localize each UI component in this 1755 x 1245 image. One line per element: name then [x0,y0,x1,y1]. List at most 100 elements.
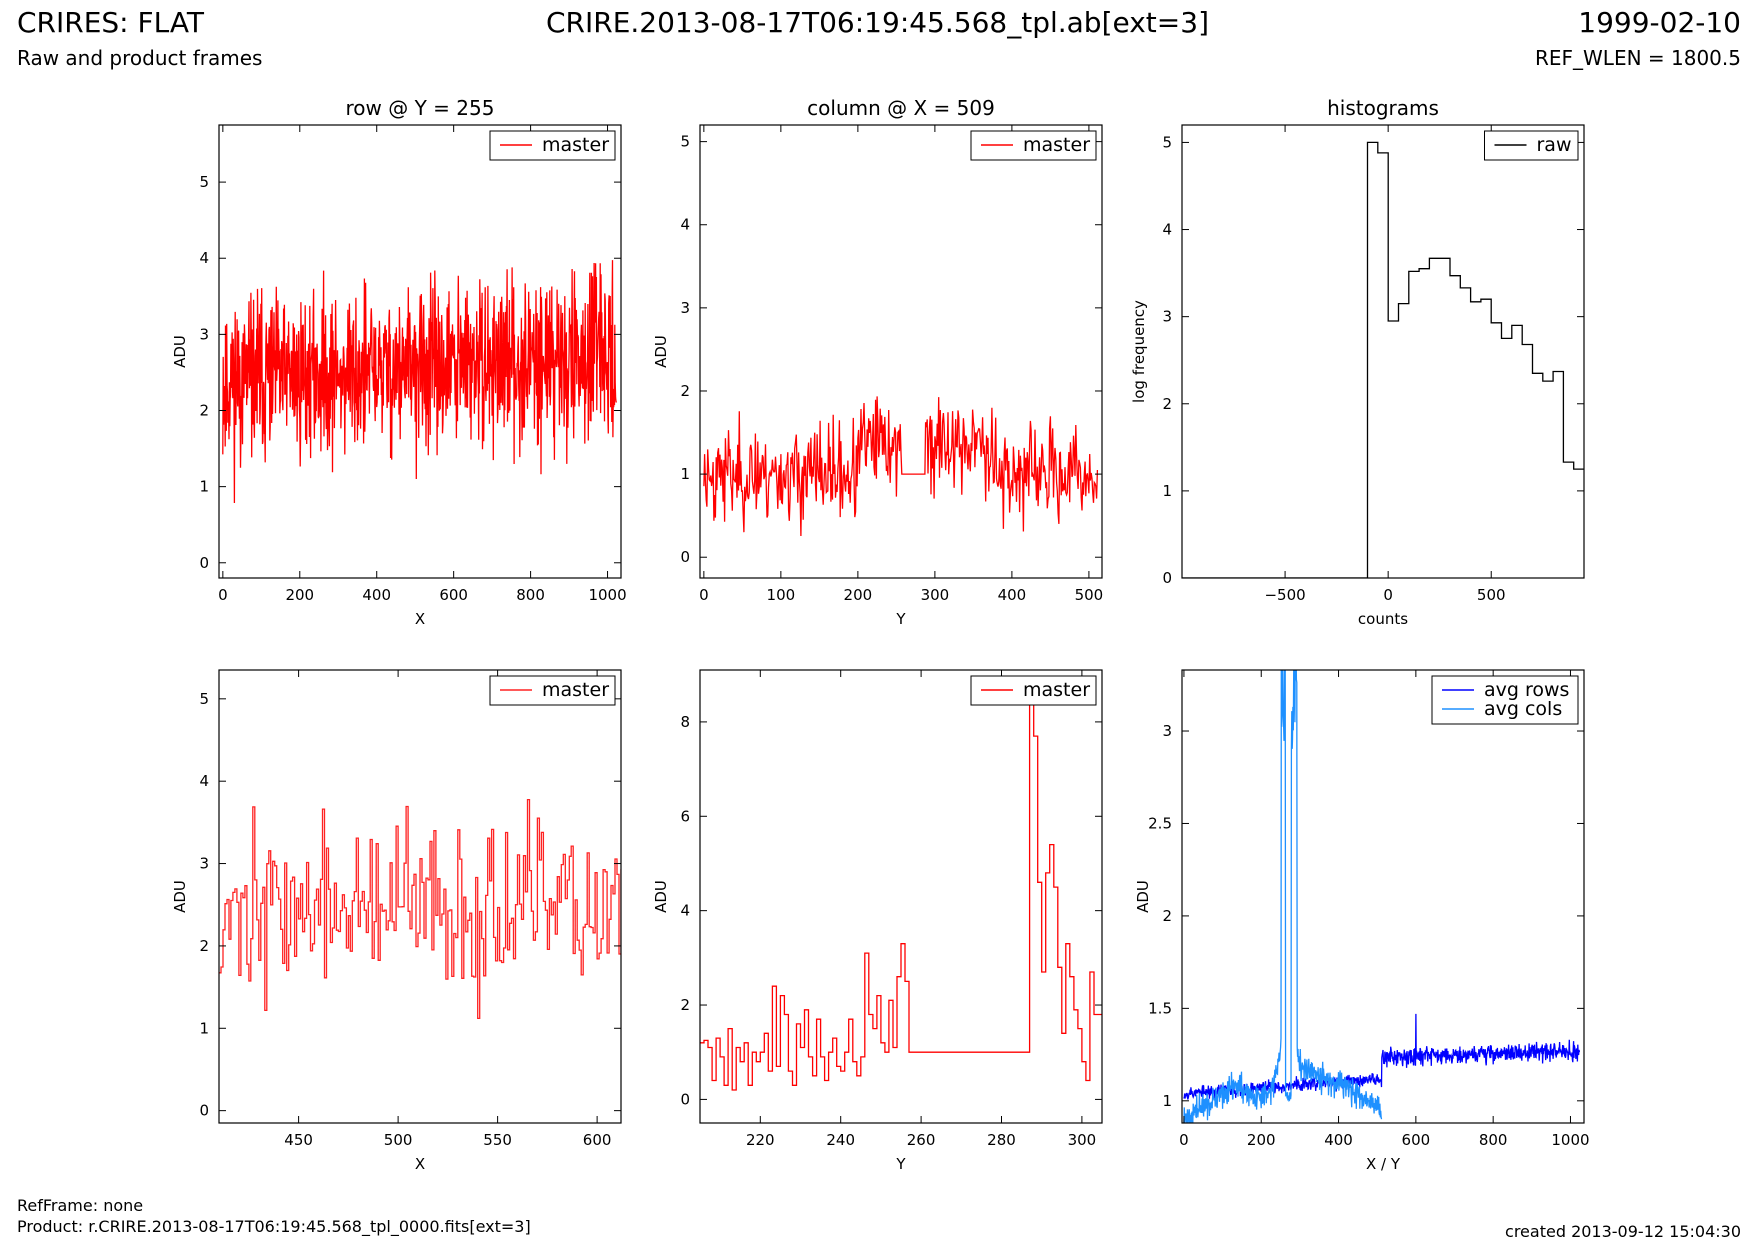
y-tick-label: 1.5 [1148,999,1172,1017]
chart-panel-5: 220 240 260 280 300 0 2 4 6 8 Y ADU master [652,669,1103,1173]
x-tick-label: −500 [1264,586,1305,604]
x-tick-label: 220 [746,1131,775,1149]
x-tick-label: 300 [921,586,950,604]
y-tick-label: 2 [199,937,209,955]
x-tick-label: 500 [1477,586,1506,604]
footer-product: Product: r.CRIRE.2013-08-17T06:19:45.568… [17,1217,531,1236]
y-tick-label: 0 [680,1090,690,1108]
x-axis-label: X / Y [1366,1155,1401,1173]
legend-label: avg cols [1484,698,1562,720]
y-tick-label: 0 [199,1102,209,1120]
x-tick-label: 200 [285,586,314,604]
x-tick-label: 450 [284,1131,313,1149]
legend: master [970,675,1097,706]
y-tick-label: 1 [1162,482,1172,500]
ref-wlen: REF_WLEN = 1800.5 [1534,46,1741,70]
legend: master [489,130,616,161]
y-axis-label: ADU [652,880,670,913]
x-axis-label: X [415,1155,425,1173]
y-tick-label: 2 [680,382,690,400]
y-tick-label: 5 [1162,133,1172,151]
x-tick-label: 1000 [588,586,626,604]
x-tick-label: 0 [1179,1131,1189,1149]
series-line-master [703,396,1099,537]
legend-label: avg rows [1484,679,1569,701]
chart-panel-3: −500 0 500 0 1 2 3 4 5 histograms counts log freque… [1130,96,1585,628]
legend-label: master [1023,679,1090,701]
y-tick-label: 1 [199,478,209,496]
chart-panel-1: 0 200 400 600 800 1000 0 1 2 3 4 5 row @ Y = 255 X ADU… [171,96,627,628]
y-tick-label: 5 [199,690,209,708]
y-tick-label: 6 [680,807,690,825]
chart-panel-6: 0 200 400 600 800 1000 1 1.5 2 2.5 3 X / Y ADU avg ro… [1134,669,1590,1173]
legend: raw [1484,130,1579,161]
y-tick-label: 2 [199,402,209,420]
x-tick-label: 550 [483,1131,512,1149]
series-line-raw [1182,141,1584,578]
x-tick-label: 0 [218,586,228,604]
x-tick-label: 240 [826,1131,855,1149]
chart-panel-2: 0 100 200 300 400 500 0 1 2 3 4 5 column @ X = 509 Y A… [652,96,1103,628]
legend-label: master [542,679,609,701]
x-tick-label: 400 [1324,1131,1353,1149]
y-tick-label: 0 [1162,569,1172,587]
y-tick-label: 4 [680,216,690,234]
y-tick-label: 3 [199,855,209,873]
chart-panel-4: 450 500 550 600 0 1 2 3 4 5 X ADU master [171,669,622,1173]
series-line-master [219,798,621,1020]
x-tick-label: 280 [987,1131,1016,1149]
footer-created: created 2013-09-12 15:04:30 [1505,1222,1741,1241]
series-line-master [700,683,1102,1091]
chart-title: column @ X = 509 [807,96,995,120]
y-tick-label: 5 [199,173,209,191]
observation-date: 1999-02-10 [1578,6,1741,39]
x-tick-label: 0 [1383,586,1393,604]
x-tick-label: 800 [1479,1131,1508,1149]
x-tick-label: 500 [384,1131,413,1149]
x-tick-label: 200 [1247,1131,1276,1149]
x-tick-label: 300 [1068,1131,1097,1149]
y-tick-label: 3 [680,299,690,317]
y-tick-label: 5 [680,133,690,151]
legend: master [970,130,1097,161]
x-tick-label: 500 [1075,586,1104,604]
y-tick-label: 0 [680,548,690,566]
plot-frame [699,124,1103,579]
x-tick-label: 1000 [1551,1131,1589,1149]
plot-frame [218,669,622,1124]
y-tick-label: 3 [199,325,209,343]
y-tick-label: 3 [1162,308,1172,326]
y-axis-label: ADU [652,335,670,368]
x-tick-label: 600 [439,586,468,604]
x-tick-label: 0 [699,586,709,604]
x-tick-label: 400 [362,586,391,604]
y-axis-label: ADU [171,335,189,368]
y-tick-label: 4 [199,772,209,790]
footer-refframe: RefFrame: none [17,1196,144,1215]
y-axis-label: log frequency [1130,300,1148,403]
y-tick-label: 4 [199,249,209,267]
series-line-avg-cols [1183,670,1383,1123]
plot-frame [218,124,622,579]
x-axis-label: Y [895,610,906,628]
y-tick-label: 3 [1162,722,1172,740]
y-tick-label: 2 [1162,907,1172,925]
y-axis-label: ADU [1134,880,1152,913]
page-title: CRIRES: FLAT [17,6,204,39]
x-tick-label: 600 [583,1131,612,1149]
x-axis-label: X [415,610,425,628]
legend-label: raw [1537,134,1572,156]
y-tick-label: 2.5 [1148,814,1172,832]
plot-frame [1181,669,1585,1124]
legend-label: master [542,134,609,156]
y-tick-label: 1 [1162,1092,1172,1110]
y-tick-label: 8 [680,713,690,731]
legend-label: master [1023,134,1090,156]
chart-title: histograms [1327,96,1439,120]
y-tick-label: 4 [1162,221,1172,239]
frame-title: CRIRE.2013-08-17T06:19:45.568_tpl.ab[ext… [545,6,1209,39]
y-tick-label: 1 [680,465,690,483]
x-tick-label: 200 [844,586,873,604]
